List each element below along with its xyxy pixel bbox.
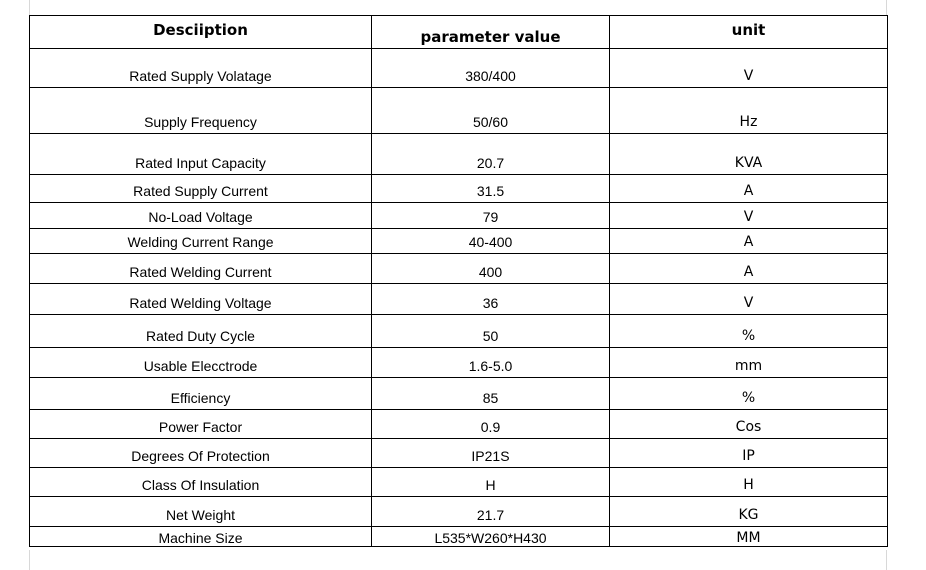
value-cell: H bbox=[371, 467, 610, 497]
table-row: Machine Size L535*W260*H430 MM bbox=[29, 526, 888, 547]
description-cell: Machine Size bbox=[29, 526, 372, 547]
table-row: Usable Elecctrode 1.6-5.0 mm bbox=[29, 347, 888, 378]
description-cell: Supply Frequency bbox=[29, 87, 372, 134]
description-cell: Rated Welding Voltage bbox=[29, 283, 372, 315]
unit-cell: MM bbox=[609, 526, 888, 547]
value-cell: 79 bbox=[371, 202, 610, 229]
description-cell: Welding Current Range bbox=[29, 228, 372, 254]
value-cell: 36 bbox=[371, 283, 610, 315]
right-frame-line-bottom bbox=[886, 550, 887, 570]
table-header-row: Desciiption parameter value unit bbox=[29, 15, 888, 49]
table-row: Rated Supply Volatage 380/400 V bbox=[29, 48, 888, 88]
right-frame-line bbox=[886, 0, 887, 15]
value-cell: 31.5 bbox=[371, 174, 610, 203]
unit-cell: Hz bbox=[609, 87, 888, 134]
header-parameter-value: parameter value bbox=[371, 15, 610, 49]
description-cell: Rated Duty Cycle bbox=[29, 314, 372, 348]
description-cell: Rated Supply Volatage bbox=[29, 48, 372, 88]
description-cell: Efficiency bbox=[29, 377, 372, 410]
table-row: Rated Input Capacity 20.7 KVA bbox=[29, 133, 888, 175]
value-cell: 1.6-5.0 bbox=[371, 347, 610, 378]
unit-cell: A bbox=[609, 174, 888, 203]
table-row: Net Weight 21.7 KG bbox=[29, 496, 888, 527]
description-cell: Class Of Insulation bbox=[29, 467, 372, 497]
value-cell: 400 bbox=[371, 253, 610, 284]
unit-cell: Cos bbox=[609, 409, 888, 439]
table-row: Degrees Of Protection IP21S IP bbox=[29, 438, 888, 468]
table-row: No-Load Voltage 79 V bbox=[29, 202, 888, 229]
table-row: Rated Duty Cycle 50% bbox=[29, 314, 888, 348]
description-cell: No-Load Voltage bbox=[29, 202, 372, 229]
value-cell: L535*W260*H430 bbox=[371, 526, 610, 547]
unit-cell: KVA bbox=[609, 133, 888, 175]
header-unit: unit bbox=[609, 15, 888, 49]
table-row: Rated Supply Current 31.5 A bbox=[29, 174, 888, 203]
description-cell: Rated Supply Current bbox=[29, 174, 372, 203]
value-cell: 85 bbox=[371, 377, 610, 410]
unit-cell: V bbox=[609, 202, 888, 229]
unit-cell: A bbox=[609, 253, 888, 284]
table-row: Rated Welding Current 400 A bbox=[29, 253, 888, 284]
unit-cell: KG bbox=[609, 496, 888, 527]
value-cell: 0.9 bbox=[371, 409, 610, 439]
value-cell: 50/60 bbox=[371, 87, 610, 134]
unit-cell: % bbox=[609, 314, 888, 348]
table-row: Efficiency 85% bbox=[29, 377, 888, 410]
left-frame-line bbox=[29, 0, 30, 15]
value-cell: 380/400 bbox=[371, 48, 610, 88]
unit-cell: % bbox=[609, 377, 888, 410]
unit-cell: IP bbox=[609, 438, 888, 468]
unit-cell: A bbox=[609, 228, 888, 254]
table-row: Power Factor 0.9 Cos bbox=[29, 409, 888, 439]
value-cell: 20.7 bbox=[371, 133, 610, 175]
description-cell: Rated Welding Current bbox=[29, 253, 372, 284]
unit-cell: V bbox=[609, 48, 888, 88]
description-cell: Net Weight bbox=[29, 496, 372, 527]
table-row: Supply Frequency 50/60 Hz bbox=[29, 87, 888, 134]
unit-cell: V bbox=[609, 283, 888, 315]
value-cell: 50 bbox=[371, 314, 610, 348]
left-frame-line-bottom bbox=[29, 550, 30, 570]
parameter-table: Desciiption parameter value unit Rated S… bbox=[29, 15, 888, 547]
table-row: Class Of Insulation H H bbox=[29, 467, 888, 497]
description-cell: Power Factor bbox=[29, 409, 372, 439]
header-description: Desciiption bbox=[29, 15, 372, 49]
description-cell: Degrees Of Protection bbox=[29, 438, 372, 468]
description-cell: Usable Elecctrode bbox=[29, 347, 372, 378]
table-row: Rated Welding Voltage 36 V bbox=[29, 283, 888, 315]
value-cell: 21.7 bbox=[371, 496, 610, 527]
description-cell: Rated Input Capacity bbox=[29, 133, 372, 175]
table-row: Welding Current Range 40-400 A bbox=[29, 228, 888, 254]
unit-cell: H bbox=[609, 467, 888, 497]
value-cell: IP21S bbox=[371, 438, 610, 468]
value-cell: 40-400 bbox=[371, 228, 610, 254]
unit-cell: mm bbox=[609, 347, 888, 378]
